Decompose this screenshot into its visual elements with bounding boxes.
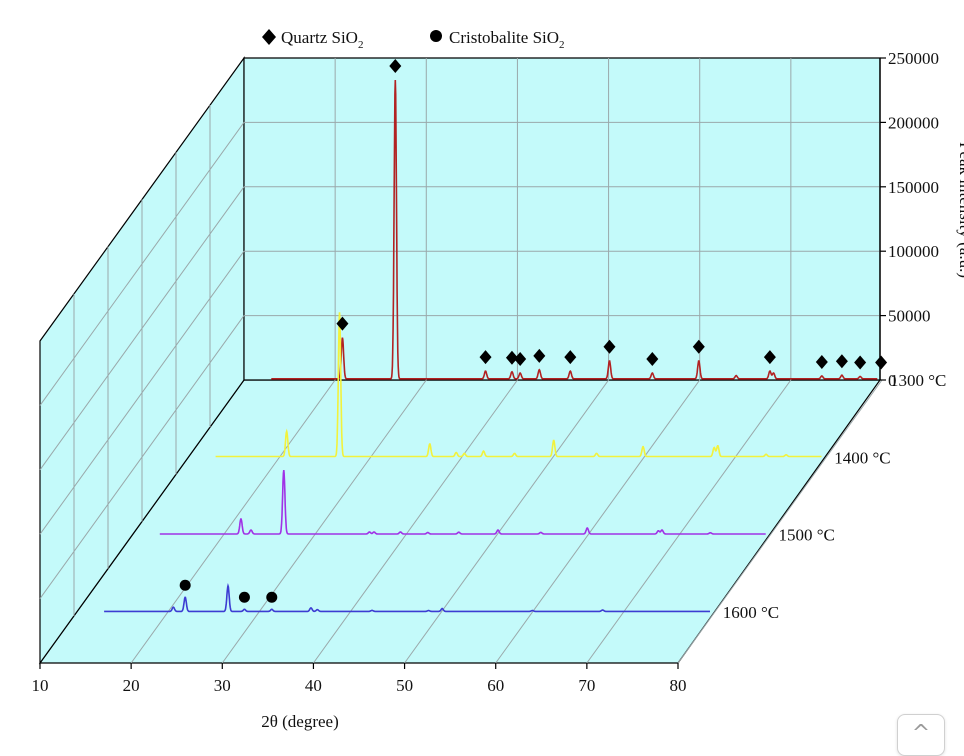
y-tick-label: 100000 (888, 242, 939, 261)
chart-walls (38, 56, 882, 665)
floor-grid-line-x (404, 379, 609, 664)
x-axis-label: 2θ (degree) (261, 712, 339, 731)
quartz-diamond-icon (815, 355, 828, 370)
floor-grid-line-x (586, 379, 792, 664)
quartz-diamond-icon (763, 350, 776, 365)
quartz-diamond-icon (835, 354, 848, 369)
floor-grid-line-x (495, 379, 701, 664)
x-tick-label: 60 (487, 676, 504, 695)
quartz-diamond-icon (389, 59, 402, 74)
floor-grid-line-x (677, 379, 883, 664)
series-label: 1500 °C (778, 526, 834, 545)
series-line (159, 469, 766, 535)
series-label: 1600 °C (723, 603, 779, 622)
series-line (104, 583, 710, 613)
quartz-diamond-icon (603, 339, 616, 354)
quartz-diamond-icon (854, 355, 867, 370)
y-tick-label: 0 (888, 371, 897, 390)
legend-quartz-diamond-icon (262, 29, 276, 45)
legend-quartz-label: Quartz SiO2 (281, 28, 363, 51)
x-tick-label: 70 (578, 676, 595, 695)
cristobalite-circle-icon (266, 591, 278, 603)
y-axis-label: Peak intensity (a.u.) (956, 142, 964, 278)
quartz-diamond-icon (514, 352, 527, 367)
chart-grid (39, 58, 883, 664)
scroll-to-top-button[interactable]: ^ (897, 714, 945, 756)
x-tick-label: 30 (214, 676, 231, 695)
quartz-diamond-icon (692, 339, 705, 354)
x-tick-label: 10 (32, 676, 49, 695)
series-line (215, 312, 822, 458)
quartz-diamond-icon (564, 350, 577, 365)
legend-cristobalite-label: Cristobalite SiO2 (449, 28, 565, 51)
floor-grid-line-x (221, 379, 427, 664)
chart-axes: 10 20 30 40 50 60 70 80 0 50000 100000 150000 200000… (32, 49, 940, 695)
legend-cristobalite-circle-icon (430, 30, 442, 42)
y-tick-label: 150000 (888, 178, 939, 197)
chart-series: 1300 °C 1400 °C 1500 °C 1600 °C (104, 79, 946, 622)
quartz-diamond-icon (336, 316, 349, 331)
y-tick-label: 200000 (888, 113, 939, 132)
floor-grid-line-x (313, 379, 518, 664)
floor-grid-line-x (130, 379, 336, 664)
quartz-diamond-icon (505, 350, 518, 365)
cristobalite-circle-icon (238, 591, 250, 603)
quartz-diamond-icon (533, 348, 546, 363)
x-tick-label: 80 (670, 676, 687, 695)
series-label: 1400 °C (834, 448, 890, 467)
y-tick-label: 250000 (888, 49, 939, 68)
quartz-diamond-icon (646, 352, 659, 367)
cristobalite-circle-icon (179, 579, 191, 591)
quartz-diamond-icon (875, 355, 888, 370)
chart-legend: Quartz SiO2 Cristobalite SiO2 (262, 28, 565, 51)
x-tick-label: 40 (305, 676, 322, 695)
y-tick-label: 50000 (888, 307, 931, 326)
phase-markers (179, 59, 888, 603)
x-tick-label: 20 (123, 676, 140, 695)
quartz-diamond-icon (479, 350, 492, 365)
x-tick-label: 50 (396, 676, 413, 695)
series-label: 1300 °C (890, 371, 946, 390)
series-line (271, 79, 878, 380)
